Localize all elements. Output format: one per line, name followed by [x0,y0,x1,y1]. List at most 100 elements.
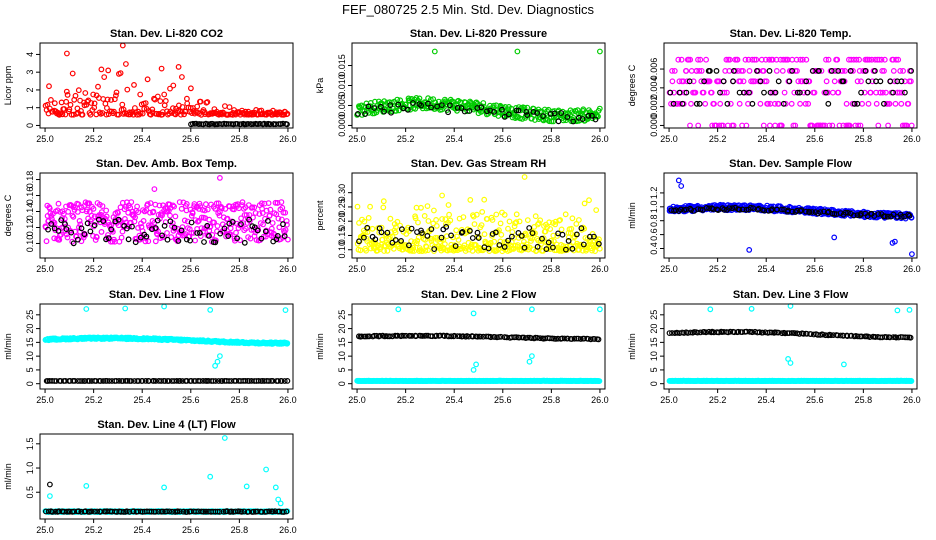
data-point [446,211,453,218]
data-point [96,109,103,116]
data-point [103,207,110,214]
data-point [202,201,209,208]
data-point [592,248,598,255]
data-point [187,104,194,111]
data-point [589,112,595,119]
data-point [537,335,543,342]
data-point [65,208,72,215]
data-point [492,229,499,236]
data-point [154,93,161,100]
y-tick-label: 20 [25,324,35,334]
data-point [85,97,92,104]
panel-title: Stan. Dev. Li-820 CO2 [110,28,223,40]
data-point [103,111,110,118]
data-point [505,237,512,244]
outlier-point [47,493,53,500]
data-point [499,248,506,255]
outlier-point [216,174,223,181]
y-axis-label: degrees C [3,194,13,236]
outlier-point [521,174,528,180]
data-point [173,378,180,384]
data-point [104,96,111,103]
data-point [147,209,153,216]
outlier-point [597,306,603,313]
data-point [129,223,135,230]
data-point [284,378,291,384]
data-point [484,108,490,115]
data-point [908,78,914,85]
data-point [241,227,248,234]
data-point [401,332,407,339]
data-point [45,226,51,233]
y-axis-label: ml/min [315,333,325,360]
data-point [51,219,58,226]
data-point [67,101,74,108]
data-point [275,215,282,222]
data-point [703,56,709,63]
outlier-point [787,360,794,366]
data-point [367,203,374,210]
data-point [726,56,733,63]
data-point [736,206,743,213]
data-point [176,199,183,206]
data-point [371,105,378,111]
data-point [58,217,65,224]
data-point [695,122,702,129]
outlier-point [473,361,480,368]
data-point [222,205,229,212]
data-point [697,56,704,63]
plot-frame [39,433,294,520]
data-point [139,110,146,117]
x-tick-label: 25.6 [182,525,200,535]
data-point [405,106,411,113]
data-point [63,226,70,233]
x-tick-label: 26.0 [279,395,297,405]
data-point [780,100,787,107]
x-tick-label: 25.2 [397,134,415,144]
data-point [92,237,99,243]
outlier-point [63,50,70,57]
data-point [565,237,572,244]
data-point [439,102,445,108]
data-point [201,239,207,245]
data-point [516,218,523,225]
data-point [212,378,219,384]
data-point [273,236,280,243]
x-tick-label: 25.4 [445,264,463,274]
data-point [858,89,864,96]
data-point [413,240,420,247]
data-point [145,238,152,245]
series-flagged [188,120,290,128]
data-point [596,240,602,247]
data-point [676,100,683,107]
data-point [875,122,882,129]
x-tick-label: 25.6 [494,395,512,405]
data-point [763,78,770,85]
data-point [275,378,282,384]
data-point [408,225,415,232]
data-point [48,221,55,227]
data-point [98,66,105,73]
outlier-point [216,353,223,360]
data-point [779,67,786,74]
data-point [908,122,915,129]
data-point [892,100,899,107]
data-point [523,108,530,115]
data-point [196,121,203,127]
x-tick-label: 25.8 [855,264,873,274]
data-point [825,56,832,63]
data-point [64,91,71,98]
data-point [238,221,244,228]
x-tick-label: 25.6 [494,134,512,144]
data-point [485,245,492,252]
x-tick-label: 26.0 [591,395,609,405]
data-point [225,233,232,240]
y-axis-label: degrees C [627,64,637,106]
data-point [687,56,694,63]
x-tick-label: 25.0 [36,525,54,535]
x-tick-label: 25.0 [36,395,54,405]
data-point [669,78,676,85]
data-point [680,78,687,85]
data-point [231,206,237,213]
